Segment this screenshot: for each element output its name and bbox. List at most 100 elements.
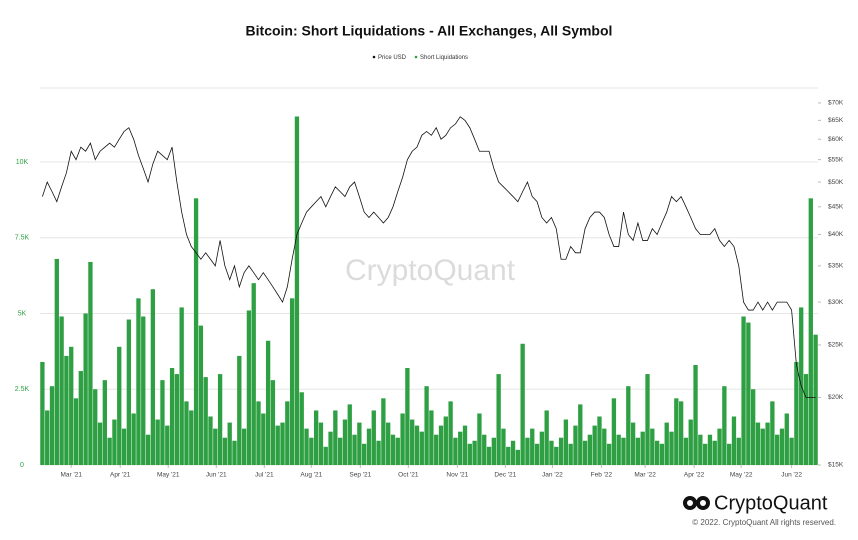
- bar: [337, 437, 343, 465]
- bar: [280, 422, 285, 465]
- bar: [184, 401, 189, 465]
- bar: [554, 446, 559, 465]
- bar: [678, 401, 684, 465]
- bar: [208, 416, 213, 465]
- bar: [328, 431, 333, 465]
- bar: [669, 431, 674, 465]
- bar: [241, 428, 247, 465]
- bar: [362, 443, 367, 465]
- bar: [602, 428, 607, 465]
- bar: [582, 440, 588, 465]
- bar: [770, 401, 775, 465]
- bar: [107, 437, 112, 465]
- y2-tick-label: $55K: [828, 156, 844, 163]
- bar: [568, 443, 573, 465]
- y-tick-label: 5K: [18, 310, 27, 317]
- x-tick-label: May '21: [157, 472, 180, 479]
- bar: [141, 316, 146, 465]
- bar: [751, 389, 756, 465]
- bar: [789, 437, 794, 465]
- bar: [49, 386, 55, 465]
- x-tick-label: Sep '21: [349, 472, 371, 479]
- bar: [693, 364, 698, 465]
- bar: [299, 392, 304, 465]
- bar: [371, 410, 376, 465]
- bar: [722, 386, 727, 465]
- chart-title: Bitcoin: Short Liquidations - All Exchan…: [246, 23, 613, 39]
- bar: [477, 413, 482, 465]
- bar: [458, 431, 463, 465]
- x-tick-label: Jun '21: [206, 472, 227, 479]
- bar: [97, 422, 103, 465]
- bar: [366, 428, 372, 465]
- bar: [165, 425, 170, 465]
- bar: [45, 410, 50, 465]
- bar: [352, 434, 357, 465]
- bar: [434, 434, 439, 465]
- bar: [482, 434, 487, 465]
- bar: [131, 413, 136, 465]
- bar: [203, 377, 208, 465]
- y2-tick-label: $35K: [828, 263, 844, 270]
- bar: [683, 437, 689, 465]
- bar: [630, 422, 636, 465]
- bar: [520, 343, 525, 465]
- bar: [544, 410, 549, 465]
- bar: [150, 289, 156, 465]
- bar: [803, 374, 809, 465]
- bar: [765, 422, 770, 465]
- bar: [160, 380, 165, 465]
- legend-marker: [372, 55, 376, 59]
- bar: [419, 431, 424, 465]
- grid: [40, 87, 818, 466]
- bar: [400, 413, 405, 465]
- bar: [136, 298, 141, 465]
- x-tick-label: Feb '22: [591, 472, 613, 479]
- y2-tick-label: $40K: [828, 231, 844, 238]
- bar: [347, 404, 352, 465]
- bar: [664, 422, 669, 465]
- y2-tick-label: $45K: [828, 204, 844, 211]
- bar: [784, 413, 789, 465]
- bar: [69, 346, 74, 465]
- logo: [683, 496, 710, 510]
- bar: [558, 437, 564, 465]
- bar: [265, 340, 271, 465]
- bar: [304, 428, 309, 465]
- y2-tick-label: $25K: [828, 342, 844, 349]
- x-tick-label: Mar '22: [634, 472, 656, 479]
- y2-tick-label: $15K: [828, 462, 844, 469]
- bar: [688, 419, 693, 465]
- bar: [746, 322, 751, 465]
- bar: [275, 425, 280, 465]
- bar: [285, 401, 290, 465]
- bar: [318, 422, 324, 465]
- bar: [472, 440, 477, 465]
- bar: [405, 368, 410, 465]
- bar: [93, 389, 98, 465]
- bar: [534, 443, 540, 465]
- x-tick-label: Aug '21: [300, 472, 322, 479]
- bar: [313, 410, 319, 465]
- bar: [424, 386, 429, 465]
- bar: [645, 374, 650, 465]
- bar: [616, 434, 621, 465]
- bar: [410, 419, 415, 465]
- bar: [741, 316, 746, 465]
- bar: [232, 440, 237, 465]
- legend-label: Short Liquidations: [420, 55, 468, 61]
- x-tick-label: Dec '21: [494, 472, 516, 479]
- brand: CryptoQuant: [714, 492, 828, 514]
- bar: [261, 413, 266, 465]
- y-tick-label: 0: [20, 462, 24, 469]
- bar: [712, 440, 717, 465]
- bar: [251, 283, 256, 465]
- bar: [395, 437, 400, 465]
- bar: [775, 434, 780, 465]
- bar: [626, 386, 631, 465]
- bar: [654, 440, 660, 465]
- bar: [496, 374, 501, 465]
- bar: [635, 437, 641, 465]
- x-tick-label: Jul '21: [255, 472, 274, 479]
